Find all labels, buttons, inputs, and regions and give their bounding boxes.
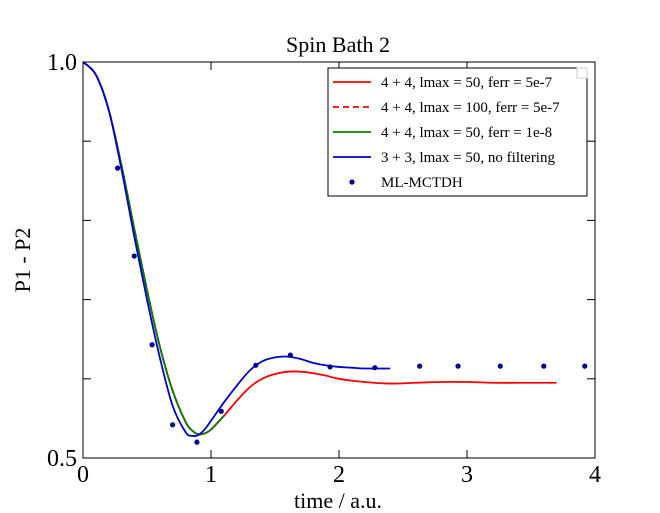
data-point — [497, 363, 503, 369]
x-tick-label: 1 — [205, 462, 217, 488]
legend-box — [327, 67, 588, 197]
data-point — [455, 363, 461, 369]
chart-title: Spin Bath 2 — [286, 32, 390, 57]
data-point — [287, 352, 293, 358]
series-line — [82, 61, 391, 437]
series-layer — [82, 61, 588, 445]
data-point — [417, 363, 423, 369]
data-point — [131, 253, 137, 259]
x-tick-label: 0 — [77, 462, 89, 488]
data-point — [541, 363, 547, 369]
x-tick-label: 3 — [461, 462, 473, 488]
legend-label: 4 + 4, lmax = 100, ferr = 5e-7 — [381, 100, 560, 116]
data-point — [149, 342, 155, 348]
ticks-layer: 0 1 2 3 4 0.5 1.0 — [47, 50, 601, 488]
data-point — [582, 363, 588, 369]
legend-label: ML-MCTDH — [381, 175, 463, 191]
x-tick-label: 4 — [589, 462, 601, 488]
data-point — [194, 439, 200, 445]
data-point — [218, 408, 224, 414]
legend-corner-mark — [576, 67, 588, 79]
data-point — [327, 364, 333, 370]
x-axis-label: time / a.u. — [294, 488, 382, 513]
data-point — [114, 165, 121, 171]
y-tick-label: 1.0 — [47, 50, 77, 76]
series-line — [82, 61, 225, 436]
plot-frame — [82, 61, 596, 459]
data-point — [372, 365, 378, 371]
legend: 4 + 4, lmax = 50, ferr = 5e-7 4 + 4, lmax… — [327, 67, 588, 197]
legend-marker — [349, 179, 355, 185]
legend-label: 4 + 4, lmax = 50, ferr = 1e-8 — [381, 125, 552, 141]
legend-label: 4 + 4, lmax = 50, ferr = 5e-7 — [381, 75, 553, 91]
y-axis-label: P1 - P2 — [10, 228, 35, 293]
data-point — [170, 422, 176, 428]
x-tick-label: 2 — [333, 462, 345, 488]
data-point — [253, 362, 259, 368]
legend-label: 3 + 3, lmax = 50, no filtering — [381, 150, 555, 166]
y-tick-label: 0.5 — [47, 446, 77, 472]
series-line — [82, 61, 225, 436]
